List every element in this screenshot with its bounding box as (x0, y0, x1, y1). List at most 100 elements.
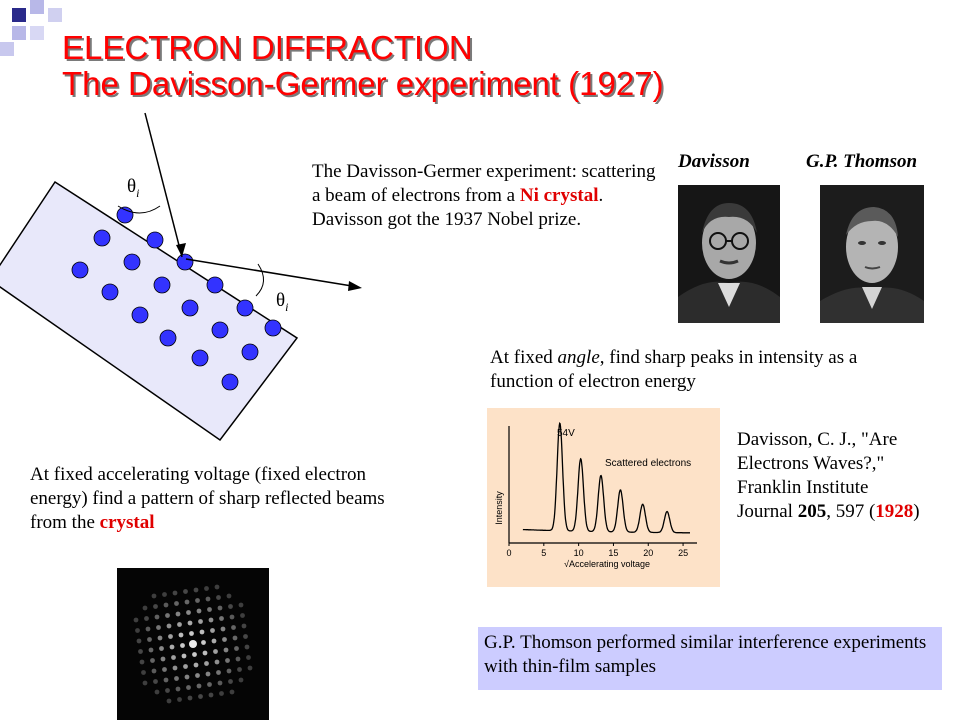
diffraction-spot (219, 616, 224, 621)
diffraction-spot (177, 622, 182, 627)
thomson-note-box: G.P. Thomson performed similar interfere… (478, 627, 942, 690)
diffraction-spot (199, 629, 205, 635)
diffraction-spot (157, 635, 163, 641)
diffraction-spot (217, 605, 223, 611)
diffraction-spot (244, 644, 250, 650)
diffraction-spot (154, 689, 160, 695)
diffraction-spot (165, 613, 170, 618)
diffraction-spot (186, 685, 191, 690)
x-axis-label: √Accelerating voltage (564, 559, 650, 569)
diffraction-spot (183, 589, 188, 594)
scattered-electrons-label: Scattered electrons (605, 458, 691, 469)
incident-beam (144, 112, 183, 258)
diffraction-spot (153, 679, 158, 684)
diffraction-spot (147, 637, 152, 642)
diffraction-spot (187, 620, 193, 626)
angle-arc-reflected (255, 263, 264, 297)
diffraction-spot (211, 638, 217, 644)
diffraction-spot (198, 694, 203, 699)
diffraction-spot (174, 601, 179, 606)
diffraction-spot (153, 604, 158, 609)
peak-label-54v: 54V (557, 428, 575, 439)
citation-year: 1928 (875, 501, 914, 522)
x-tick-label-5: 5 (541, 548, 546, 558)
diffraction-spot (169, 644, 175, 650)
diffraction-spot (216, 670, 221, 675)
diffraction-spot (228, 604, 233, 609)
x-tick-label-0: 0 (506, 548, 511, 558)
theta-reflected-label: θi (276, 290, 289, 314)
diffraction-spot (204, 586, 209, 591)
scattered-beam (185, 258, 353, 287)
angle-arc-incident (117, 205, 161, 214)
title-line-2: The Davisson-Germer experiment (1927) (62, 65, 664, 102)
fixed-angle-text-1: At fixed (490, 347, 558, 368)
citation-text-2: , 597 ( (826, 501, 876, 522)
diffraction-spot (177, 697, 182, 702)
diffraction-spot (181, 653, 187, 659)
diffraction-spot (166, 698, 172, 704)
diffraction-spot (180, 643, 185, 648)
citation-text-1: Davisson, C. J., "Are Electrons Waves?,"… (737, 429, 898, 522)
diffraction-spot (226, 593, 232, 599)
diffraction-spot (231, 625, 236, 630)
diffraction-spot (183, 664, 188, 669)
diffraction-spot (165, 688, 170, 693)
diffraction-spot (238, 677, 244, 683)
diffraction-spot (198, 619, 203, 624)
diffraction-spot (150, 658, 155, 663)
diffraction-spot (136, 638, 142, 644)
x-tick-label-25: 25 (678, 548, 688, 558)
davisson-portrait (678, 185, 780, 323)
diffraction-spot (168, 634, 173, 639)
diffraction-spot (141, 670, 146, 675)
diffraction-spot (217, 680, 223, 686)
davisson-label: Davisson (678, 151, 750, 172)
diffraction-spot (145, 626, 151, 632)
diffraction-spot (172, 665, 178, 671)
diffraction-spot (151, 668, 157, 674)
theta-incident-label: θi (127, 176, 140, 200)
thomson-note-text: G.P. Thomson performed similar interfere… (484, 632, 927, 677)
thomson-portrait (820, 185, 924, 323)
diffraction-spot (207, 607, 212, 612)
diffraction-spot (184, 674, 190, 680)
intensity-chart: 0 5 10 15 20 25 54V Scattered electrons Inten… (487, 408, 720, 587)
x-tick-label-10: 10 (574, 548, 584, 558)
crystal-highlight: crystal (99, 512, 155, 533)
diffraction-spot (175, 611, 181, 617)
diffraction-spot (214, 659, 220, 665)
diffraction-spot (142, 680, 148, 686)
diffraction-spot (213, 649, 218, 654)
crystal-atoms (71, 206, 282, 391)
thomson-label: G.P. Thomson (806, 151, 918, 172)
diffraction-spot (174, 676, 179, 681)
diffraction-spot (220, 626, 226, 632)
diffraction-spot (232, 635, 238, 641)
diffraction-spot (205, 671, 211, 677)
diffraction-spot (133, 617, 139, 623)
x-tick-label-20: 20 (643, 548, 653, 558)
diffraction-spot (163, 677, 169, 683)
diffraction-spot (229, 614, 235, 620)
diffraction-spot (196, 608, 202, 614)
diffraction-spot (135, 628, 140, 633)
diffraction-spot (162, 667, 167, 672)
diffraction-spot (175, 686, 181, 692)
diffraction-spot (193, 587, 199, 593)
fixed-angle-text: At fixed angle, find sharp peaks in inte… (490, 346, 890, 394)
diffraction-spot (189, 640, 197, 648)
citation-volume: 205 (797, 501, 827, 522)
diffraction-spot (178, 632, 184, 638)
diffraction-spot (225, 658, 230, 663)
diffraction-spot (235, 656, 241, 662)
diffraction-spot (201, 640, 206, 645)
experiment-description: The Davisson-Germer experiment: scatteri… (312, 160, 657, 232)
diffraction-spot (229, 689, 235, 695)
diffraction-spot (154, 614, 160, 620)
citation: Davisson, C. J., "Are Electrons Waves?,"… (737, 428, 927, 524)
fixed-voltage-text: At fixed accelerating voltage (fixed ele… (30, 463, 410, 535)
diffraction-spot (139, 659, 145, 665)
diffraction-spot (202, 650, 208, 656)
diffraction-spot (195, 673, 200, 678)
